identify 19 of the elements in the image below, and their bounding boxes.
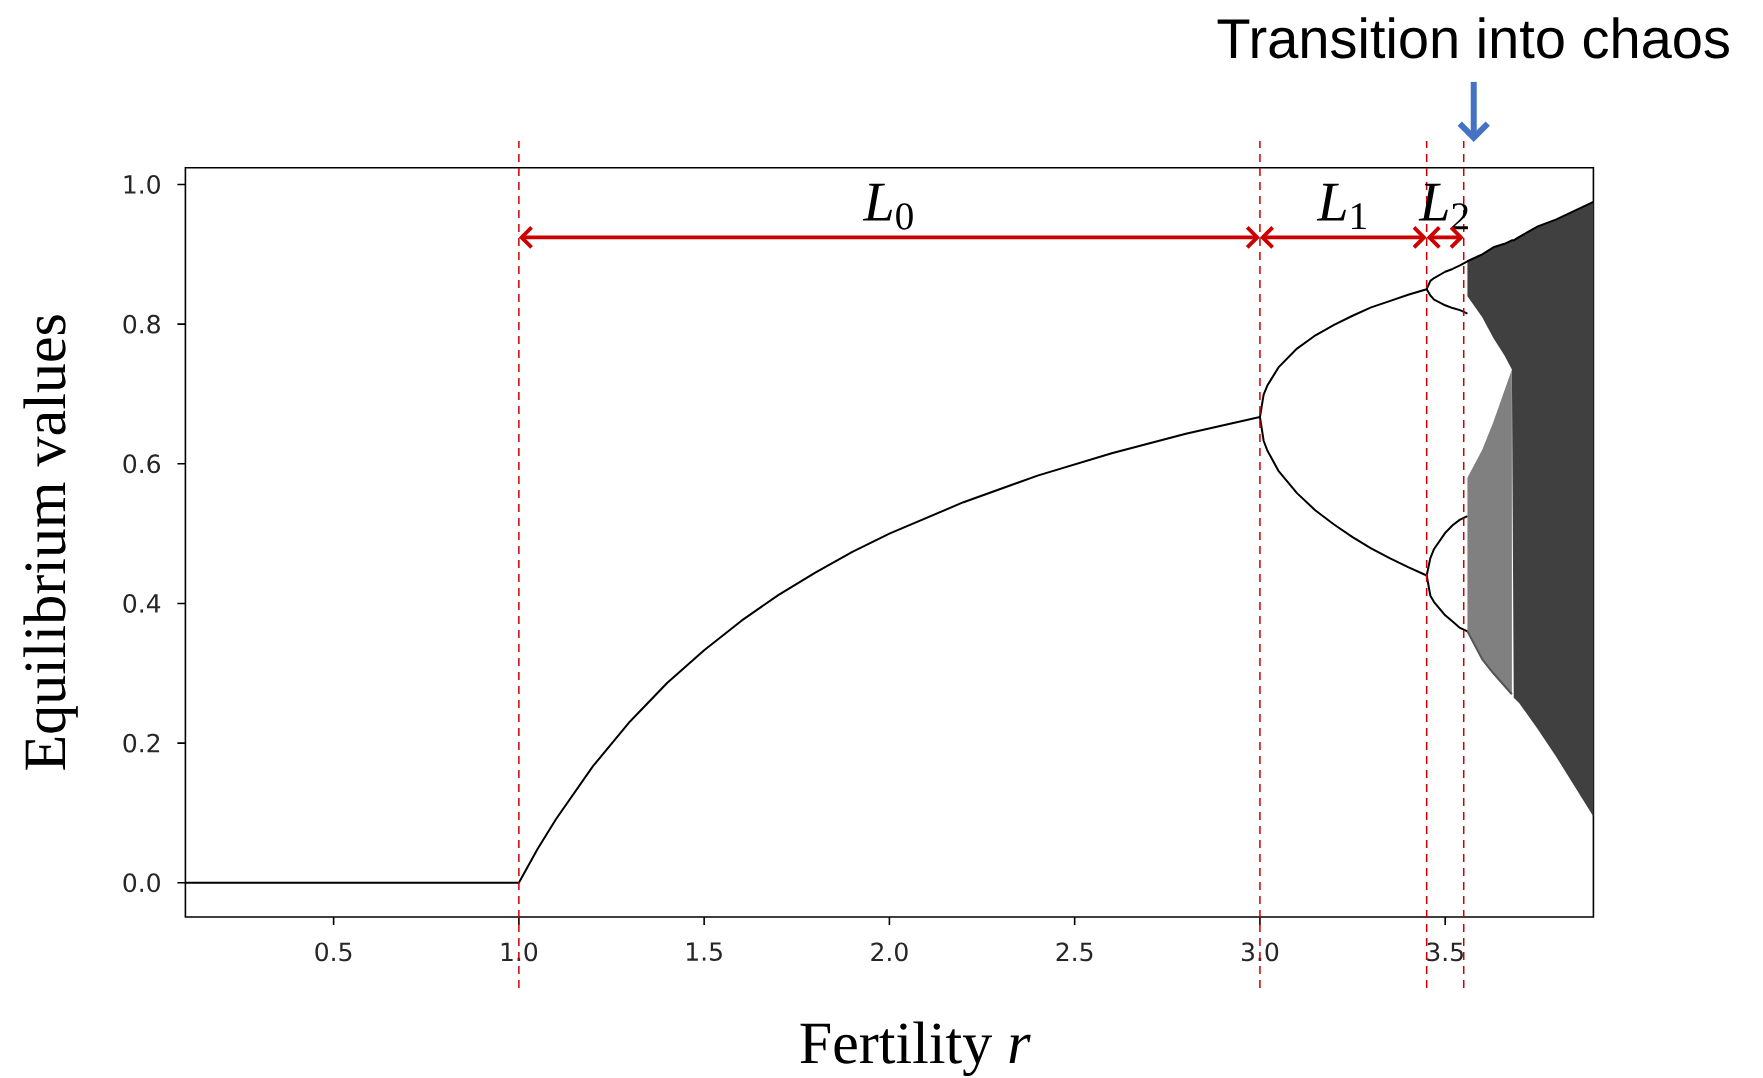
text: Transition into chaos: [1217, 17, 1729, 59]
x-tick-label: 2.0: [871, 942, 908, 962]
x-tick-label: 1.0: [501, 942, 538, 962]
x-tick-label: 3.0: [1241, 942, 1279, 962]
y-axis-title: Equilibrium values: [23, 315, 78, 770]
y-tick-label: 0.4: [123, 593, 161, 613]
y-tick-label: 0.2: [123, 733, 160, 753]
y-tick-label: 0.0: [123, 873, 160, 893]
x-axis-title: Fertility r: [800, 1021, 1031, 1077]
x-tick-label: 2.5: [1056, 942, 1093, 962]
x-tick-label: 1.5: [687, 942, 722, 961]
y-tick-label: 0.8: [123, 314, 160, 334]
y-tick-label: 0.6: [123, 454, 161, 474]
annotation: L$_{1}$: [1316, 183, 1366, 230]
annotation: L$_{0}$: [862, 183, 913, 230]
x-tick-label: 0.5: [315, 942, 352, 962]
annotation: L$_{2}$: [1418, 183, 1468, 230]
x-tick-label: 3.5: [1427, 942, 1463, 962]
y-tick-label: 1.0: [124, 174, 160, 194]
